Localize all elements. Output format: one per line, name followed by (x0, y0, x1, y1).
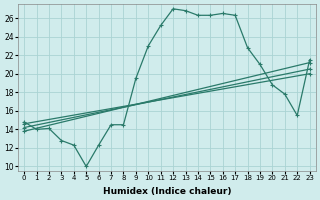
X-axis label: Humidex (Indice chaleur): Humidex (Indice chaleur) (103, 187, 231, 196)
